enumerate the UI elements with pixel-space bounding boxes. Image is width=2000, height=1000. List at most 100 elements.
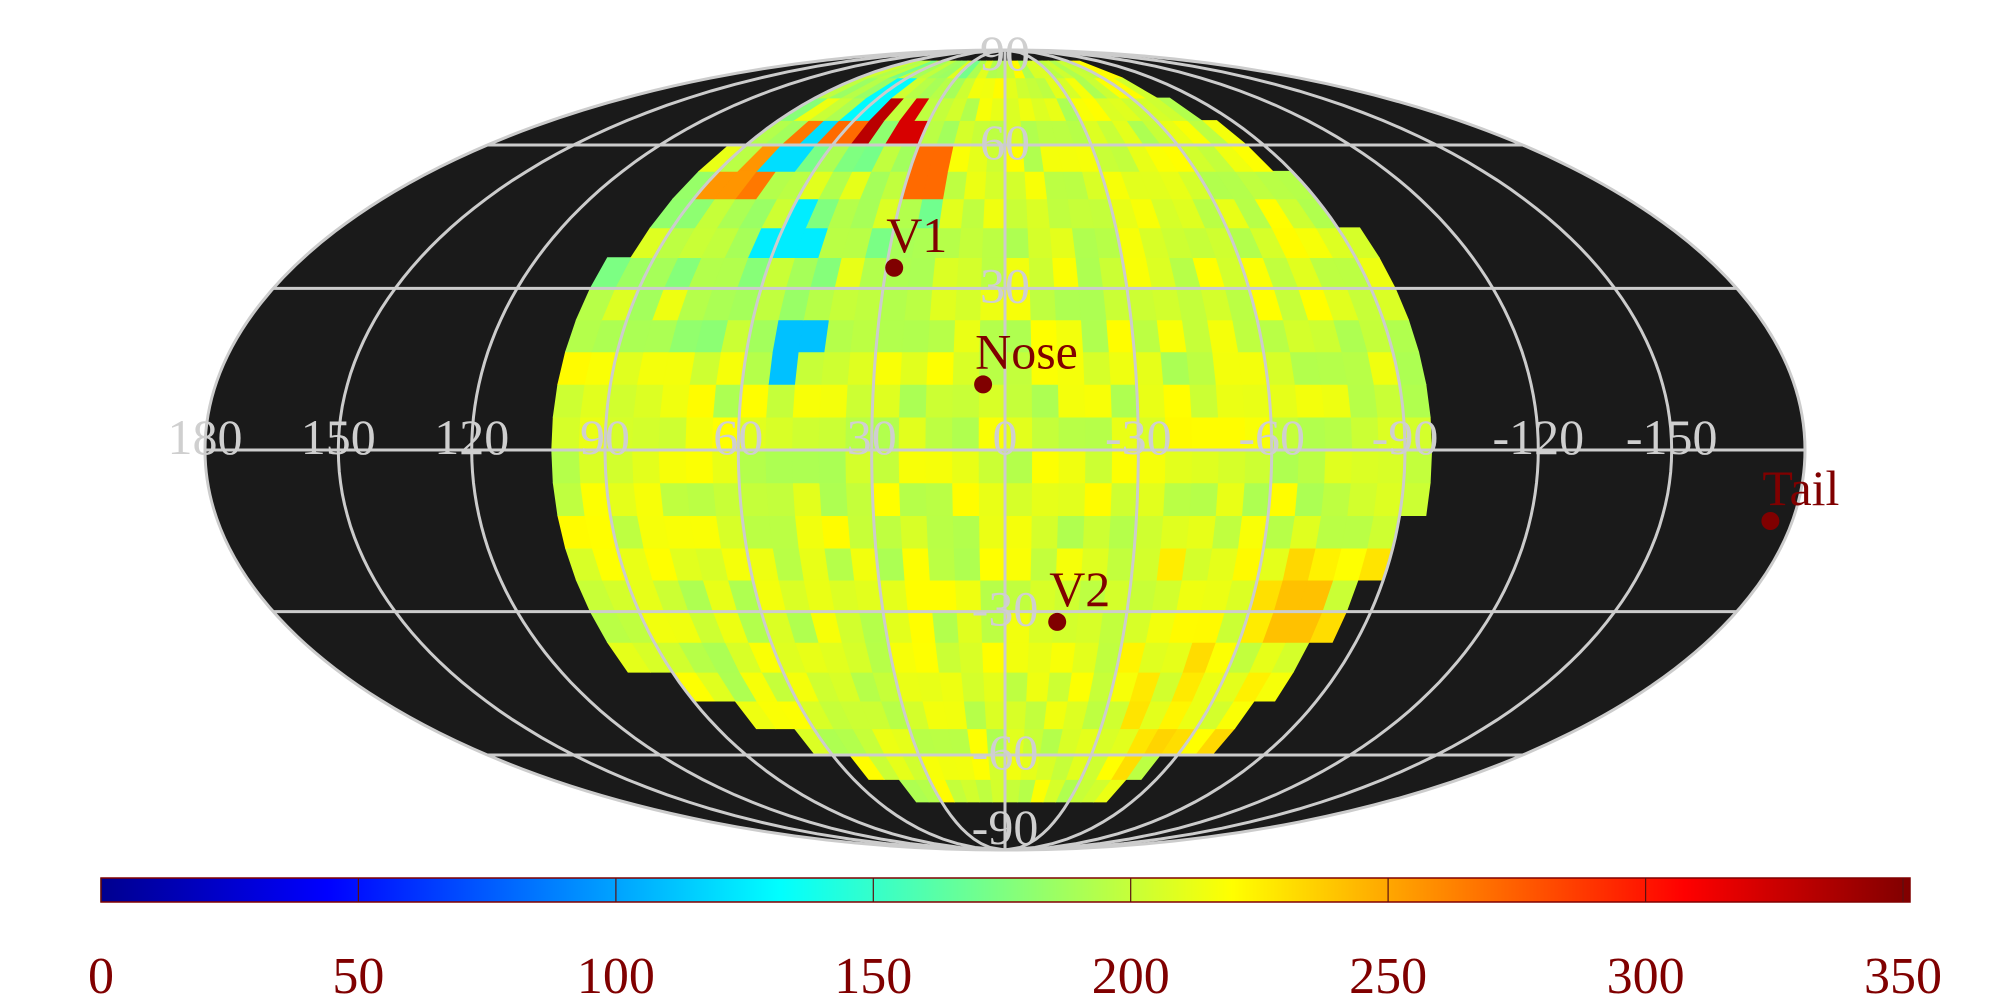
latitude-tick-label: -90 (972, 799, 1039, 855)
data-cell (951, 416, 979, 451)
data-cell (903, 579, 933, 612)
data-cell (765, 383, 796, 418)
data-cell (977, 482, 1006, 516)
data-cell (823, 319, 855, 353)
colorbar-dividers (100, 878, 1904, 902)
marker-dot (1761, 512, 1780, 530)
data-cell (899, 515, 928, 549)
data-cell (659, 383, 690, 418)
data-cell (982, 198, 1006, 229)
longitude-tick-label: 120 (434, 409, 509, 465)
data-cell (767, 515, 799, 549)
data-cell (951, 515, 980, 549)
data-cell (1048, 642, 1076, 673)
data-cell (901, 319, 930, 353)
data-cell (897, 416, 926, 451)
data-cell (1080, 319, 1109, 353)
longitude-tick-label: -30 (1105, 409, 1172, 465)
colorbar-tick-label: 200 (1092, 948, 1170, 1000)
data-cell (1083, 482, 1112, 516)
data-cell (960, 198, 985, 229)
data-cell (1056, 515, 1085, 549)
data-cell (873, 515, 903, 549)
marker-dot (974, 375, 993, 394)
colorbar-gradient (100, 877, 1911, 903)
data-cell (1046, 198, 1072, 229)
data-cell (952, 547, 981, 581)
data-cell (1025, 198, 1050, 229)
data-cell (903, 287, 933, 321)
data-cell (981, 642, 1006, 673)
data-cell (875, 319, 905, 353)
data-cell (1004, 198, 1028, 229)
data-cell (684, 449, 714, 484)
data-cell (1190, 416, 1219, 451)
data-cell (791, 482, 822, 516)
longitude-tick-label: -150 (1626, 409, 1718, 465)
data-cell (1071, 642, 1099, 673)
colorbar-tick-label: 150 (834, 948, 912, 1000)
marker-dot (885, 258, 904, 277)
colorbar-tick-label: 250 (1349, 948, 1427, 1000)
data-cell (925, 515, 954, 549)
data-cell (1025, 671, 1050, 702)
data-cells (551, 60, 1433, 803)
data-cell (1159, 515, 1190, 549)
data-cell (1074, 257, 1104, 289)
data-cell (551, 449, 581, 484)
data-cell (906, 611, 936, 643)
data-cell (1211, 515, 1243, 549)
data-cell (1188, 383, 1219, 418)
data-cell (1320, 482, 1351, 516)
data-cell (817, 449, 846, 484)
longitude-tick-label: 60 (713, 409, 763, 465)
longitude-labels: 180 150 120 90 60 30 0 -30 -60 -90 -120 -150 (168, 409, 1718, 465)
colorbar-tick-label: 100 (577, 948, 655, 1000)
data-cell (551, 416, 581, 451)
latitude-tick-label: 60 (980, 114, 1030, 170)
data-cell (901, 547, 930, 581)
data-cell (1026, 642, 1053, 673)
longitude-tick-label: 0 (993, 409, 1018, 465)
data-cell (928, 579, 957, 612)
data-cell (1004, 515, 1032, 549)
data-cell (1181, 319, 1213, 353)
data-cell (791, 416, 820, 451)
data-cell (1046, 671, 1072, 702)
data-cell (957, 227, 984, 259)
data-cell (924, 383, 953, 418)
data-cell (817, 416, 846, 451)
data-cell (934, 642, 962, 673)
data-cell (1057, 482, 1086, 516)
data-cell (1288, 515, 1322, 549)
data-cell (951, 482, 980, 516)
data-cell (685, 383, 717, 418)
data-cell (898, 383, 927, 418)
data-cell (1346, 482, 1378, 516)
data-cell (924, 482, 953, 516)
data-cell (631, 416, 660, 451)
data-cell (1030, 515, 1059, 549)
data-cell (1026, 227, 1053, 259)
data-cell (957, 642, 984, 673)
data-cell (1155, 319, 1187, 353)
data-cell (963, 170, 987, 200)
data-cell (684, 416, 714, 451)
latitude-tick-label: 30 (980, 257, 1030, 313)
data-cell (1320, 383, 1351, 418)
data-cell (794, 515, 825, 549)
data-cell (1057, 383, 1086, 418)
data-cell (632, 383, 664, 418)
data-cell (1028, 287, 1056, 321)
data-cell (960, 671, 985, 702)
data-cell (1107, 515, 1137, 549)
data-cell (954, 287, 982, 321)
data-cell (791, 383, 822, 418)
data-cell (849, 319, 880, 353)
data-cell (1211, 351, 1243, 385)
data-cell (1241, 482, 1272, 516)
data-cell (823, 547, 855, 581)
colorbar-tick-label: 0 (88, 948, 114, 1000)
data-cell (1051, 257, 1079, 289)
